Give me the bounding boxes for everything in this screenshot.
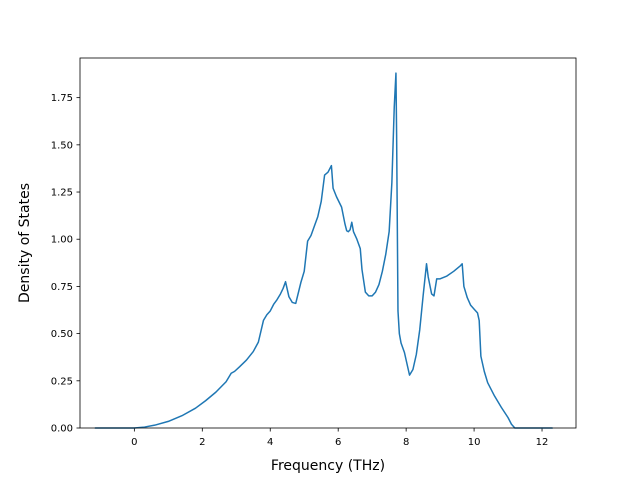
y-axis-ticks: 0.00 0.25 0.50 0.75 1.00 1.25 1.50 1.75 <box>51 93 80 435</box>
dos-series-line <box>94 72 553 429</box>
x-tick-label: 6 <box>335 437 341 448</box>
x-tick-label: 4 <box>267 437 273 448</box>
y-tick-label: 0.75 <box>51 282 73 293</box>
x-tick-label: 0 <box>131 437 137 448</box>
y-tick-label: 1.75 <box>51 93 73 104</box>
y-axis-label: Density of States <box>17 183 33 303</box>
x-tick-label: 12 <box>536 437 549 448</box>
x-tick-label: 10 <box>468 437 481 448</box>
x-tick-label: 8 <box>403 437 409 448</box>
y-tick-label: 1.50 <box>51 140 73 151</box>
plot-frame <box>79 57 577 429</box>
plot-area <box>80 58 576 428</box>
x-axis-label: Frequency (THz) <box>271 458 385 474</box>
x-tick-label: 2 <box>199 437 205 448</box>
y-tick-label: 1.25 <box>51 188 73 199</box>
y-tick-label: 1.00 <box>51 235 73 246</box>
y-tick-label: 0.25 <box>51 376 73 387</box>
y-tick-label: 0.50 <box>51 329 73 340</box>
y-tick-label: 0.00 <box>51 424 73 435</box>
